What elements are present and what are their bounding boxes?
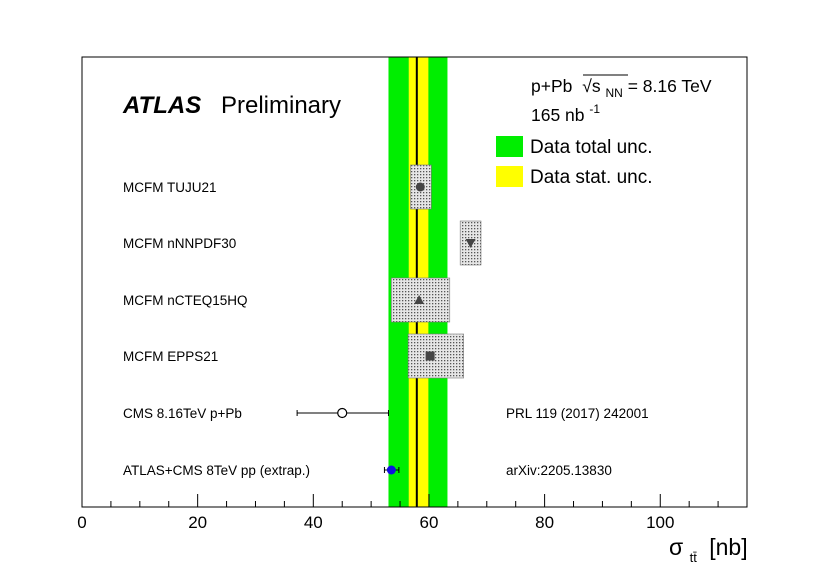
x-tick-label: 100	[646, 513, 674, 532]
prediction-marker	[465, 239, 476, 248]
legend-stat-label: Data stat. unc.	[530, 167, 653, 188]
point-row: MCFM nNNPDF30	[123, 220, 482, 266]
collision-info: p+Pb √s NN = 8.16 TeV	[531, 76, 712, 101]
plot-frame	[81, 56, 748, 508]
point-label: MCFM TUJU21	[123, 180, 217, 195]
prediction-uncertainty-box	[407, 333, 464, 379]
point-label: MCFM nCTEQ15HQ	[123, 293, 248, 308]
point-label: MCFM EPPS21	[123, 349, 218, 364]
x-tick-label: 80	[535, 513, 554, 532]
prediction-marker	[425, 351, 435, 361]
x-tick-label: 20	[188, 513, 207, 532]
luminosity: 165 nb -1	[531, 102, 600, 125]
reference-label: PRL 119 (2017) 242001	[506, 406, 649, 421]
energy-value: = 8.16 TeV	[628, 76, 712, 96]
energy-symbol: √s	[582, 76, 601, 96]
x-axis-title: σ tt̄ [nb]	[669, 534, 748, 565]
x-axis-subscript: tt̄	[690, 550, 698, 565]
x-tick-label: 60	[419, 513, 438, 532]
x-axis-unit: [nb]	[709, 534, 747, 560]
point-label: CMS 8.16TeV p+Pb	[123, 406, 242, 421]
reference-label: arXiv:2205.13830	[506, 463, 612, 478]
energy-subscript: NN	[605, 86, 622, 100]
luminosity-exponent: -1	[589, 102, 600, 116]
point-row: ATLAS+CMS 8TeV pp (extrap.) arXiv:2205.13…	[123, 463, 612, 478]
prediction-marker	[414, 295, 425, 304]
luminosity-value: 165 nb	[531, 105, 585, 125]
legend-total-swatch	[496, 136, 523, 157]
point-row: CMS 8.16TeV p+Pb PRL 119 (2017) 242001	[123, 406, 649, 421]
atlas-logo: ATLAS	[122, 92, 201, 119]
point-label: MCFM nNNPDF30	[123, 236, 236, 251]
measurement-marker	[337, 407, 348, 419]
collision-system: p+Pb	[531, 76, 572, 96]
atlas-status: Preliminary	[221, 92, 341, 119]
x-tick-label: 0	[77, 513, 86, 532]
measurement-marker	[386, 465, 396, 475]
point-row: MCFM TUJU21	[123, 164, 432, 210]
legend-total-label: Data total unc.	[530, 137, 653, 158]
prediction-marker	[415, 182, 425, 192]
legend-stat-swatch	[496, 166, 523, 187]
x-tick-label: 40	[304, 513, 323, 532]
point-row: MCFM EPPS21	[123, 333, 464, 379]
point-row: MCFM nCTEQ15HQ	[123, 277, 451, 323]
x-axis-symbol: σ	[669, 534, 683, 560]
point-label: ATLAS+CMS 8TeV pp (extrap.)	[123, 463, 310, 478]
